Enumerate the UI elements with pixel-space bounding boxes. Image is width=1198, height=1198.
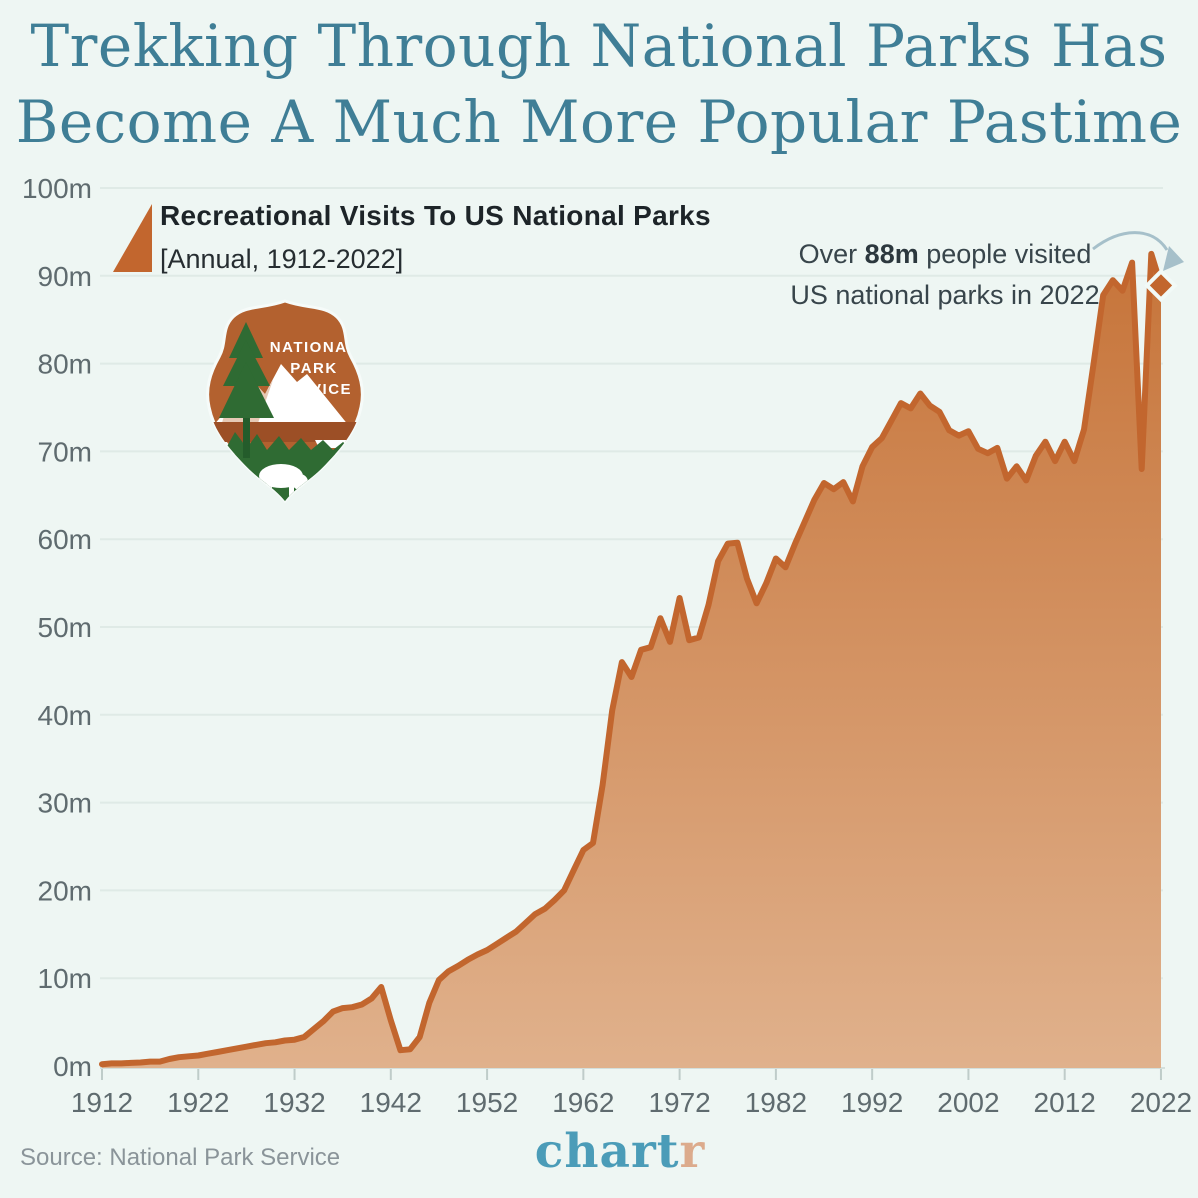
x-axis-label: 1932 <box>263 1087 325 1118</box>
area-fill <box>102 253 1161 1068</box>
x-axis-label: 1942 <box>360 1087 422 1118</box>
title-line-2: Become A Much More Popular Pastime <box>15 88 1183 156</box>
x-axis-label: 2012 <box>1034 1087 1096 1118</box>
x-axis-label: 1952 <box>456 1087 518 1118</box>
page-title: Trekking Through National Parks Has Beco… <box>0 8 1198 160</box>
legend-title: Recreational Visits To US National Parks <box>160 200 711 231</box>
chartr-logo: chartr <box>0 1124 1198 1179</box>
y-axis-label: 80m <box>38 349 92 380</box>
x-axis <box>100 1067 1165 1080</box>
source-credit: Source: National Park Service <box>20 1144 341 1171</box>
legend-subtitle: [Annual, 1912-2022] <box>160 244 404 274</box>
end-marker-diamond <box>1144 268 1178 303</box>
y-axis-label: 0m <box>53 1051 92 1082</box>
annotation-arrow-icon <box>1092 231 1169 251</box>
nps-logo-text-2: PARK <box>290 360 337 377</box>
chart-legend: Recreational Visits To US National Parks… <box>160 200 711 275</box>
title-line-1: Trekking Through National Parks Has <box>30 12 1168 80</box>
x-axis-label: 2022 <box>1130 1087 1192 1118</box>
annotation-line-1: Over 88m people visited <box>798 239 1092 269</box>
chartr-logo-part1: chart <box>534 1124 680 1179</box>
annotation-arrowhead-icon <box>1163 246 1184 271</box>
chartr-logo-part2: r <box>679 1124 706 1179</box>
x-axis-label: 1992 <box>841 1087 903 1118</box>
x-axis-label: 2002 <box>937 1087 999 1118</box>
y-axis-labels: 0m 10m 20m 30m 40m 50m 60m 70m 80m 90m 100m <box>22 173 92 1082</box>
y-axis-label: 30m <box>38 788 92 819</box>
y-axis-label: 10m <box>38 963 92 994</box>
y-axis-label: 60m <box>38 524 92 555</box>
legend-triangle-icon <box>113 204 152 272</box>
x-axis-label: 1972 <box>648 1087 710 1118</box>
x-axis-label: 1912 <box>71 1087 133 1118</box>
y-axis-label: 70m <box>38 436 92 467</box>
end-value-annotation: Over 88m people visited US national park… <box>778 234 1112 316</box>
x-axis-labels: 1912 1922 1932 1942 1952 1962 1972 1982 1992 2002… <box>71 1087 1192 1118</box>
annotation-line-2: US national parks in 2022 <box>790 280 1100 310</box>
x-axis-label: 1922 <box>167 1087 229 1118</box>
x-axis-label: 1982 <box>745 1087 807 1118</box>
nps-logo-text-3: SERVICE <box>276 381 352 398</box>
y-axis-label: 100m <box>22 173 92 204</box>
annotation-value: 88m <box>864 239 919 269</box>
y-axis-label: 50m <box>38 612 92 643</box>
area-line <box>99 250 1164 1068</box>
y-axis-label: 20m <box>38 875 92 906</box>
y-axis-label: 90m <box>38 261 92 292</box>
national-park-service-logo-icon: NATIONAL PARK SERVICE <box>206 299 364 504</box>
end-marker-diamond-icon <box>1144 268 1178 303</box>
y-axis-label: 40m <box>38 700 92 731</box>
x-axis-label: 1962 <box>552 1087 614 1118</box>
nps-logo-text-1: NATIONAL <box>270 339 358 356</box>
